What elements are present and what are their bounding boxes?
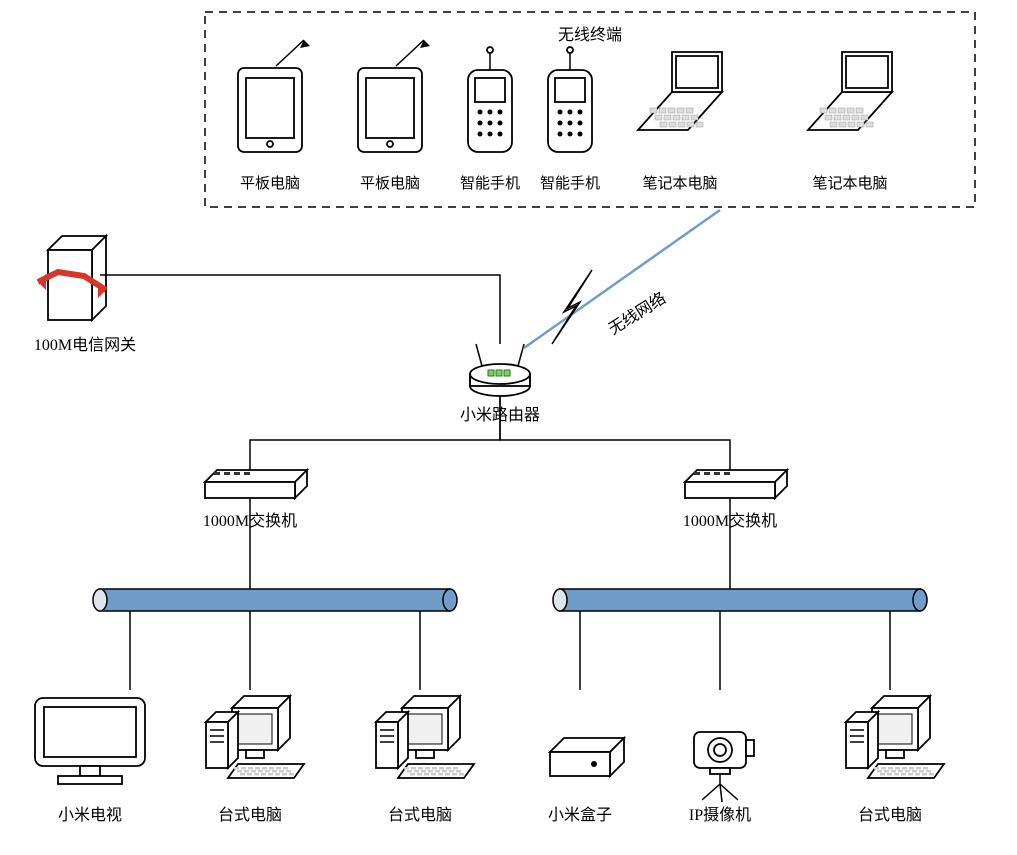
svg-text:IP摄像机: IP摄像机	[689, 806, 751, 824]
network-diagram: 无线终端平板电脑 平板电脑 智能手机 智能手机 笔记本电脑 笔记本电脑 100M电信网关小米…	[0, 0, 1017, 855]
leaf-pc-1: 台式电脑	[206, 696, 304, 824]
bus-0	[93, 589, 457, 611]
switch-icon-1: 1000M交换机	[683, 470, 787, 530]
svg-text:笔记本电脑: 笔记本电脑	[642, 175, 717, 192]
wireless-tablet-0: 平板电脑	[238, 40, 310, 192]
svg-text:台式电脑: 台式电脑	[218, 806, 282, 824]
wireless-tablet-1: 平板电脑	[358, 40, 430, 192]
leaf-pc-5: 台式电脑	[846, 696, 944, 824]
svg-text:智能手机: 智能手机	[540, 174, 600, 192]
leaf-box-3: 小米盒子	[548, 738, 624, 824]
svg-text:无线网络: 无线网络	[605, 288, 669, 338]
svg-text:小米盒子: 小米盒子	[548, 806, 612, 824]
svg-text:平板电脑: 平板电脑	[360, 174, 420, 192]
leaf-tv-0: 小米电视	[35, 698, 145, 824]
wireless-laptop-4: 笔记本电脑	[638, 52, 722, 192]
svg-text:平板电脑: 平板电脑	[240, 174, 300, 192]
svg-text:笔记本电脑: 笔记本电脑	[812, 175, 887, 192]
leaf-camera-4: IP摄像机	[689, 732, 754, 824]
wireless-phone-3: 智能手机	[540, 47, 600, 192]
svg-text:无线终端: 无线终端	[558, 26, 622, 44]
svg-text:100M电信网关: 100M电信网关	[34, 336, 136, 354]
svg-text:小米电视: 小米电视	[58, 806, 122, 824]
gateway-icon: 100M电信网关	[34, 236, 136, 354]
svg-text:智能手机: 智能手机	[460, 174, 520, 192]
leaf-pc-2: 台式电脑	[376, 696, 474, 824]
svg-text:台式电脑: 台式电脑	[388, 806, 452, 824]
switch-icon-0: 1000M交换机	[203, 470, 307, 530]
wireless-link-icon: 无线网络	[524, 210, 720, 348]
wireless-phone-2: 智能手机	[460, 47, 520, 192]
svg-text:台式电脑: 台式电脑	[858, 806, 922, 824]
bus-1	[553, 589, 927, 611]
wireless-laptop-5: 笔记本电脑	[808, 52, 892, 192]
